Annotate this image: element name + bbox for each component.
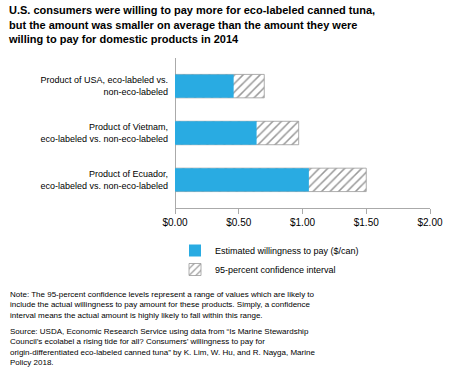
- svg-text:Source: USDA, Economic Researc: Source: USDA, Economic Research Service …: [10, 327, 315, 367]
- svg-text:Product of Ecuador,eco-labeled: Product of Ecuador,eco-labeled vs. non-e…: [40, 169, 168, 191]
- svg-text:$1.00: $1.00: [290, 217, 315, 228]
- svg-text:$0.50: $0.50: [226, 217, 251, 228]
- svg-text:Note: The 95-percent confidenc: Note: The 95-percent confidence levels r…: [10, 290, 315, 320]
- svg-text:U.S. consumers were willing to: U.S. consumers were willing to pay more …: [8, 4, 375, 45]
- svg-text:95-percent confidence interval: 95-percent confidence interval: [215, 265, 336, 275]
- svg-text:$2.00: $2.00: [417, 217, 442, 228]
- svg-text:$1.50: $1.50: [354, 217, 379, 228]
- svg-text:Estimated willingness to pay (: Estimated willingness to pay ($/can): [215, 246, 359, 256]
- svg-text:$0.00: $0.00: [162, 217, 187, 228]
- svg-text:Product of Vietnam,eco-labeled: Product of Vietnam,eco-labeled vs. non-e…: [40, 122, 168, 144]
- svg-text:Product of USA, eco-labeled vs: Product of USA, eco-labeled vs.non-eco-l…: [40, 75, 168, 97]
